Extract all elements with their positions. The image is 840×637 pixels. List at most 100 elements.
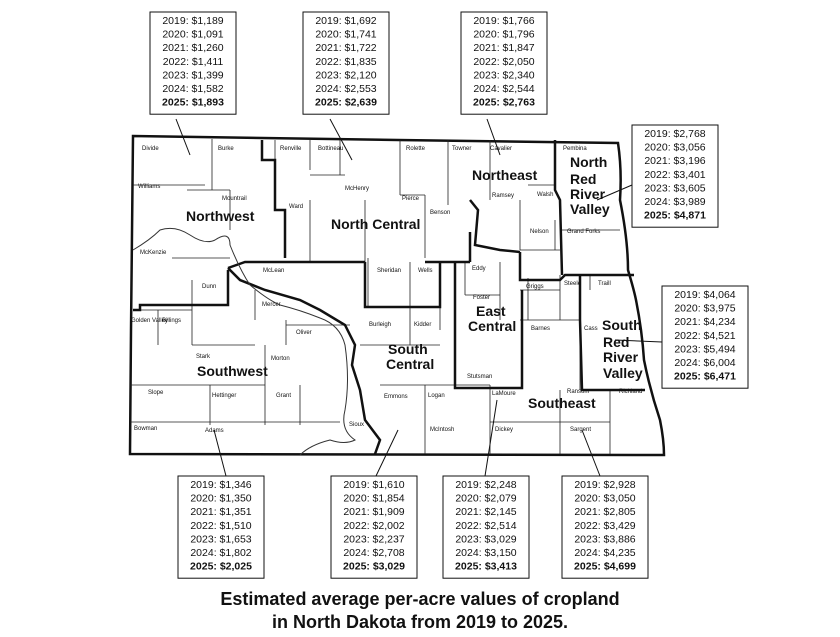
value-box-south-red-river-valley xyxy=(661,285,749,389)
value-line: 2020: $3,056 xyxy=(644,142,705,154)
county-label: Burke xyxy=(218,146,234,152)
value-line: 2021: $4,234 xyxy=(674,316,735,328)
caption-line-1: Estimated average per-acre values of cro… xyxy=(220,589,620,609)
value-line: 2021: $1,847 xyxy=(473,42,534,54)
value-line: 2019: $4,064 xyxy=(674,289,735,301)
value-line: 2025: $6,471 xyxy=(674,371,736,383)
missouri-river xyxy=(132,227,356,456)
value-line: 2019: $2,248 xyxy=(455,479,516,491)
county-label: Grand Forks xyxy=(567,229,600,235)
county-label: Benson xyxy=(430,210,450,216)
value-line: 2019: $1,189 xyxy=(162,15,223,27)
county-label: Dickey xyxy=(495,427,513,433)
value-line: 2023: $2,340 xyxy=(473,69,534,81)
county-label: Cass xyxy=(584,326,598,332)
county-label: Nelson xyxy=(530,229,549,235)
region-label-northeast: Northeast xyxy=(472,167,538,183)
county-label: Rolette xyxy=(406,146,426,152)
value-line: 2023: $2,237 xyxy=(343,533,404,545)
value-line: 2023: $5,494 xyxy=(674,343,735,355)
value-line: 2023: $3,605 xyxy=(644,182,705,194)
value-line: 2020: $1,796 xyxy=(473,29,534,41)
county-label: Bottineau xyxy=(318,146,343,152)
value-line: 2022: $1,835 xyxy=(315,56,376,68)
region-label-south-central: South Central xyxy=(386,341,434,372)
value-line: 2024: $3,989 xyxy=(644,196,705,208)
value-line: 2025: $2,639 xyxy=(315,97,377,109)
county-label: McKenzie xyxy=(140,250,167,256)
map-caption: Estimated average per-acre values of cro… xyxy=(0,588,840,634)
county-label: Divide xyxy=(142,146,159,152)
region-label-north-red-river-valley: North Red River Valley xyxy=(570,154,611,217)
county-label: Kidder xyxy=(414,322,431,328)
value-line: 2021: $1,909 xyxy=(343,506,404,518)
value-line: 2023: $1,653 xyxy=(190,533,251,545)
county-label: Ward xyxy=(289,204,303,210)
value-line: 2022: $1,510 xyxy=(190,520,251,532)
value-line: 2021: $3,196 xyxy=(644,155,705,167)
value-line: 2022: $2,002 xyxy=(343,520,404,532)
value-box-south-central xyxy=(330,475,418,579)
county-label: LaMoure xyxy=(492,391,516,397)
region-label-southeast: Southeast xyxy=(528,395,596,411)
county-lines xyxy=(130,139,640,454)
value-box-northwest xyxy=(149,11,237,115)
county-label: McHenry xyxy=(345,186,369,192)
county-label: Hettinger xyxy=(212,393,236,399)
county-label: Mercer xyxy=(262,302,281,308)
county-label: Stark xyxy=(196,354,211,360)
value-line: 2020: $3,975 xyxy=(674,303,735,315)
region-label-southwest: Southwest xyxy=(197,363,268,379)
county-label: Emmons xyxy=(384,394,408,400)
value-line: 2025: $4,871 xyxy=(644,210,706,222)
state-outline xyxy=(128,134,666,457)
value-box-northeast xyxy=(460,11,548,115)
value-line: 2025: $3,413 xyxy=(455,561,517,573)
county-label: Grant xyxy=(276,393,291,399)
county-label: Billings xyxy=(162,318,181,324)
value-line: 2020: $1,741 xyxy=(315,29,376,41)
value-line: 2024: $1,802 xyxy=(190,547,251,559)
county-label: Barnes xyxy=(531,326,550,332)
county-label: Pierce xyxy=(402,196,420,202)
value-line: 2022: $1,411 xyxy=(163,56,224,68)
county-label: Golden Valley xyxy=(131,318,168,324)
value-line: 2023: $3,886 xyxy=(574,533,635,545)
value-line: 2022: $4,521 xyxy=(674,330,735,342)
value-line: 2020: $2,079 xyxy=(455,493,516,505)
region-label-northwest: Northwest xyxy=(186,208,255,224)
value-line: 2020: $1,854 xyxy=(343,493,404,505)
value-line: 2024: $4,235 xyxy=(574,547,635,559)
value-line: 2023: $3,029 xyxy=(455,533,516,545)
county-label: Sheridan xyxy=(377,268,401,274)
region-labels: Northwest North Central Northeast North … xyxy=(186,154,643,411)
county-label: Adams xyxy=(205,428,224,434)
value-line: 2024: $2,553 xyxy=(315,83,376,95)
region-label-east-central: East Central xyxy=(468,303,516,334)
value-line: 2022: $2,514 xyxy=(455,520,516,532)
value-line: 2025: $2,025 xyxy=(190,561,252,573)
value-line: 2022: $3,401 xyxy=(644,169,705,181)
region-label-north-central: North Central xyxy=(331,216,420,232)
value-box-north-red-river-valley xyxy=(631,124,719,228)
county-label: Wells xyxy=(418,268,433,274)
value-box-southeast xyxy=(561,475,649,579)
county-label: Burleigh xyxy=(369,322,391,328)
county-label: Slope xyxy=(148,390,164,396)
value-line: 2021: $1,260 xyxy=(162,42,223,54)
value-box-north-central xyxy=(302,11,390,115)
county-labels: Divide Burke Renville Bottineau Rolette … xyxy=(131,146,642,434)
value-line: 2019: $2,768 xyxy=(644,128,705,140)
value-line: 2023: $1,399 xyxy=(162,69,223,81)
value-line: 2021: $1,351 xyxy=(190,506,251,518)
county-label: Cavalier xyxy=(490,146,512,152)
value-line: 2025: $4,699 xyxy=(574,561,636,573)
county-label: Steele xyxy=(564,281,582,287)
county-label: Bowman xyxy=(134,426,157,432)
value-line: 2024: $6,004 xyxy=(674,357,735,369)
value-line: 2025: $2,763 xyxy=(473,97,535,109)
value-box-east-central xyxy=(442,475,530,579)
value-line: 2021: $2,805 xyxy=(574,506,635,518)
county-label: Towner xyxy=(452,146,471,152)
